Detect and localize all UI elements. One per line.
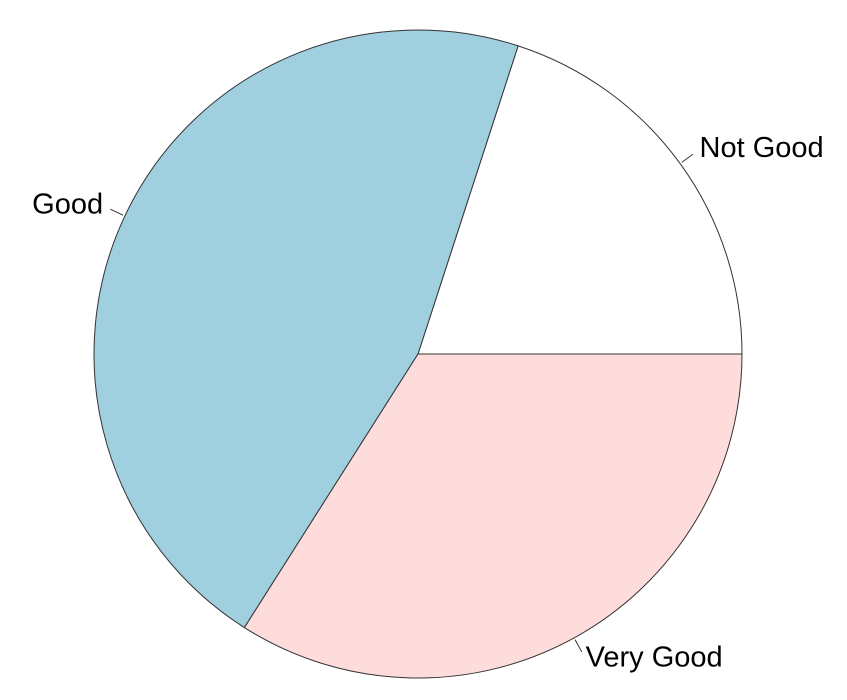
leader-line-very-good (574, 639, 583, 653)
pie-slice-not-good (417, 45, 743, 355)
pie-slices (93, 29, 743, 679)
slice-label-not-good: Not Good (700, 132, 824, 164)
pie-slice-good (93, 29, 519, 629)
slice-label-good: Good (32, 188, 103, 220)
pie-slice-very-good (243, 353, 743, 679)
label-leader-lines (110, 153, 694, 653)
slice-label-very-good: Very Good (586, 642, 723, 674)
leader-line-good (110, 208, 124, 216)
leader-line-not-good (681, 153, 694, 163)
slice-labels: Not Good Good Very Good (32, 132, 824, 674)
